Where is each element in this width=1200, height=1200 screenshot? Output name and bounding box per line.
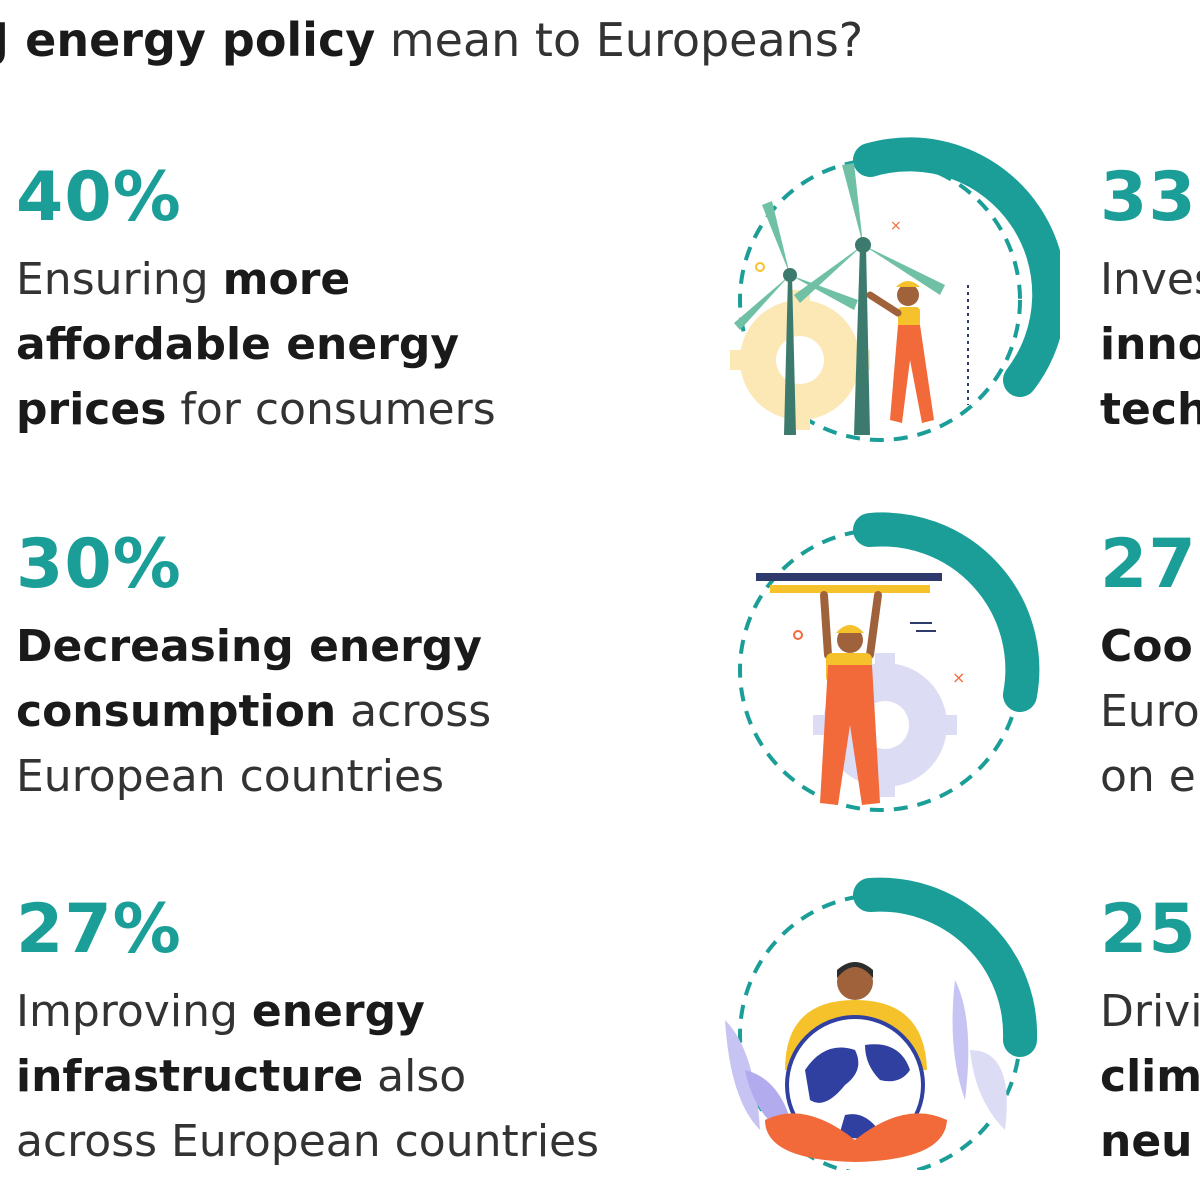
stat-description-5: Coo Euro on e bbox=[1100, 621, 1200, 802]
stat-percent-1: 40% bbox=[16, 158, 182, 237]
stat-percent-6: 25 bbox=[1100, 890, 1197, 969]
stat-description-2: Decreasing energy consumption across Eur… bbox=[16, 621, 492, 802]
person-holding-globe-icon bbox=[725, 877, 1038, 1170]
stat-description-1: Ensuring more affordable energy prices f… bbox=[16, 254, 496, 435]
stat-percent-3: 27% bbox=[16, 890, 182, 969]
stat-percent-5: 27 bbox=[1100, 525, 1197, 604]
stat-description-4: Inves inno tech bbox=[1100, 254, 1200, 435]
stat-percent-4: 33 bbox=[1100, 158, 1197, 237]
svg-text:×: × bbox=[952, 668, 965, 687]
wind-turbines-worker-icon: × bbox=[730, 137, 1060, 442]
worker-lifting-bar-icon: × bbox=[738, 512, 1040, 812]
stat-percent-2: 30% bbox=[16, 525, 182, 604]
title-bold: J energy policy bbox=[0, 13, 376, 67]
stat-description-6: Drivi clim neu bbox=[1100, 986, 1200, 1167]
stat-description-3: Improving energy infrastructure also acr… bbox=[16, 986, 600, 1167]
title-rest: mean to Europeans? bbox=[389, 13, 864, 67]
svg-text:×: × bbox=[890, 218, 902, 234]
page-title: J energy policy mean to Europeans? bbox=[0, 8, 863, 72]
